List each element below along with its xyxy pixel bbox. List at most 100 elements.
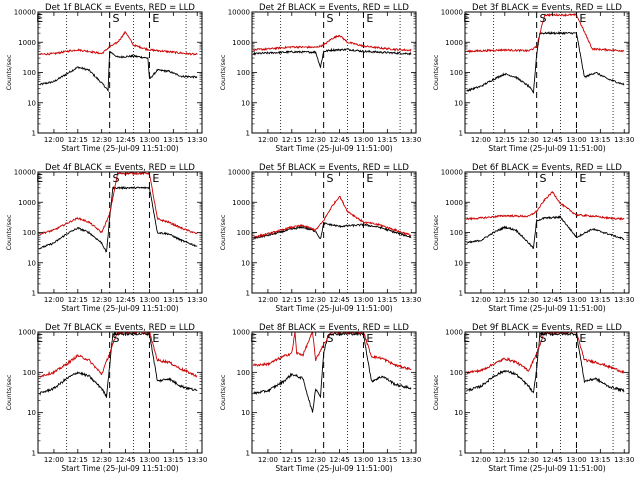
- y-axis-label: Counts/sec: [219, 54, 227, 90]
- y-tick-label: 10000: [228, 169, 250, 177]
- x-tick-label: 13:15: [163, 456, 183, 464]
- y-tick-label: 10: [454, 409, 463, 417]
- y-tick-label: 100: [23, 69, 36, 77]
- x-tick-label: 13:15: [590, 136, 610, 144]
- event-marker-label: S: [113, 12, 120, 25]
- event-marker-label: S: [113, 332, 120, 345]
- y-tick-label: 1: [246, 130, 250, 138]
- x-tick-label: 12:30: [519, 136, 539, 144]
- y-axis-label: Counts/sec: [432, 214, 440, 250]
- y-tick-label: 10: [241, 409, 250, 417]
- y-tick-label: 1: [459, 290, 463, 298]
- chart-title: Det 8f BLACK = Events, RED = LLD: [259, 323, 409, 333]
- y-tick-label: 1000: [232, 199, 250, 207]
- x-tick-label: 13:15: [163, 296, 183, 304]
- y-tick-label: 10: [27, 99, 36, 107]
- x-tick-label: 13:30: [401, 456, 421, 464]
- x-tick-label: 12:45: [329, 296, 349, 304]
- x-tick-label: 13:15: [377, 296, 397, 304]
- event-marker-label: E: [579, 332, 586, 345]
- plot-frame: [251, 331, 417, 454]
- y-tick-label: 1: [246, 290, 250, 298]
- x-tick-label: 12:00: [44, 296, 64, 304]
- y-tick-label: 10: [241, 99, 250, 107]
- x-axis-label: Start Time (25-Jul-09 11:51:00): [61, 144, 178, 153]
- event-marker-label: E: [152, 12, 159, 25]
- plot-frame: [251, 171, 417, 294]
- series-line-events: [253, 332, 412, 413]
- y-tick-label: 1: [246, 450, 250, 458]
- y-tick-label: 100: [237, 369, 250, 377]
- x-tick-label: 12:00: [471, 296, 491, 304]
- event-marker-label: E: [579, 12, 586, 25]
- x-tick-label: 12:00: [258, 296, 278, 304]
- x-tick-label: 12:30: [92, 136, 112, 144]
- x-tick-label: 12:00: [471, 136, 491, 144]
- y-tick-label: 10000: [228, 9, 250, 17]
- plot-frame: [464, 331, 630, 454]
- x-tick-label: 13:15: [163, 136, 183, 144]
- chart-title: Det 6f BLACK = Events, RED = LLD: [472, 163, 622, 173]
- x-tick-label: 13:30: [614, 296, 634, 304]
- series-line-lld: [466, 190, 625, 221]
- y-tick-label: 100: [237, 229, 250, 237]
- event-marker-label: S: [327, 332, 334, 345]
- x-tick-label: 13:15: [590, 456, 610, 464]
- x-tick-label: 13:00: [566, 136, 586, 144]
- series-line-lld: [466, 12, 625, 54]
- y-axis-label: Counts/sec: [432, 54, 440, 90]
- y-tick-label: 10000: [441, 169, 463, 177]
- x-tick-label: 12:15: [495, 136, 515, 144]
- series-line-lld: [253, 34, 412, 53]
- series-line-events: [466, 30, 625, 94]
- x-tick-label: 13:30: [187, 456, 207, 464]
- x-tick-label: 13:00: [353, 136, 373, 144]
- y-tick-label: 100: [450, 229, 463, 237]
- x-tick-label: 12:30: [306, 456, 326, 464]
- y-tick-label: 100: [23, 369, 36, 377]
- series-line-events: [253, 222, 412, 240]
- event-marker-label: E: [579, 172, 586, 185]
- series-line-events: [39, 332, 198, 398]
- x-tick-label: 12:00: [471, 456, 491, 464]
- x-tick-label: 12:30: [306, 136, 326, 144]
- x-tick-label: 12:00: [44, 136, 64, 144]
- plot-frame: [37, 331, 203, 454]
- x-tick-label: 13:15: [377, 136, 397, 144]
- event-marker-label: S: [327, 172, 334, 185]
- chart-title: Det 7f BLACK = Events, RED = LLD: [45, 323, 195, 333]
- event-marker-label: S: [327, 12, 334, 25]
- x-tick-label: 13:30: [614, 136, 634, 144]
- x-tick-label: 12:15: [282, 456, 302, 464]
- y-tick-label: 100: [23, 229, 36, 237]
- x-tick-label: 12:30: [519, 456, 539, 464]
- x-tick-label: 13:00: [139, 296, 159, 304]
- y-tick-label: 10: [27, 409, 36, 417]
- y-axis-label: Counts/sec: [5, 214, 13, 250]
- event-marker-label: E: [152, 332, 159, 345]
- x-tick-label: 12:00: [258, 136, 278, 144]
- x-tick-label: 12:45: [115, 456, 135, 464]
- series-line-events: [39, 185, 198, 253]
- x-tick-label: 12:45: [329, 456, 349, 464]
- x-tick-label: 13:30: [401, 296, 421, 304]
- series-line-lld: [39, 332, 198, 378]
- x-tick-label: 13:15: [377, 456, 397, 464]
- series-line-events: [466, 215, 625, 249]
- y-tick-label: 1000: [18, 199, 36, 207]
- y-tick-label: 1000: [18, 39, 36, 47]
- y-tick-label: 1000: [445, 39, 463, 47]
- y-tick-label: 10: [27, 259, 36, 267]
- chart-title: Det 1f BLACK = Events, RED = LLD: [45, 3, 195, 13]
- series-line-lld: [466, 332, 625, 375]
- x-tick-label: 13:30: [187, 296, 207, 304]
- event-marker-label: S: [540, 12, 547, 25]
- y-tick-label: 1000: [445, 199, 463, 207]
- x-axis-label: Start Time (25-Jul-09 11:51:00): [61, 464, 178, 473]
- x-tick-label: 12:00: [258, 456, 278, 464]
- x-tick-label: 13:00: [353, 296, 373, 304]
- x-tick-label: 12:45: [329, 136, 349, 144]
